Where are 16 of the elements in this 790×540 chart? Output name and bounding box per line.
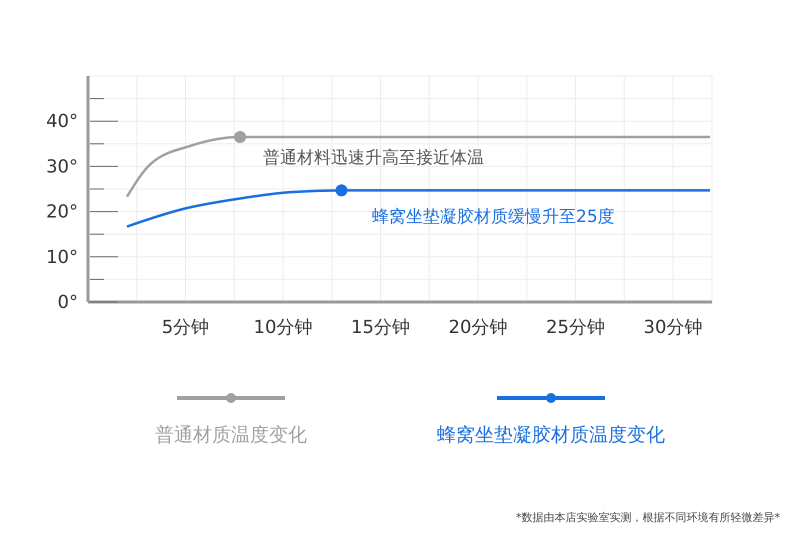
text: *数据由本店实验室实测，根据不同环境有所轻微差异*: [516, 510, 780, 525]
y-tick-label: 40°: [46, 111, 78, 132]
x-tick-label: 15分钟: [351, 316, 410, 338]
annotation: 蜂窝坐垫凝胶材质缓慢升至25度: [372, 206, 615, 228]
annotation: 普通材料迅速升高至接近体温: [263, 147, 484, 169]
y-tick-label: 0°: [58, 292, 78, 313]
x-tick-label: 10分钟: [254, 316, 312, 338]
x-tick-label: 30分钟: [644, 316, 702, 338]
y-tick-label: 30°: [46, 156, 78, 178]
legend-label: 普通材质温度变化: [155, 423, 307, 448]
x-tick-label: 25分钟: [546, 316, 605, 338]
x-tick-label: 20分钟: [448, 316, 508, 338]
y-tick-label: 10°: [46, 246, 78, 268]
x-tick-label: 5分钟: [162, 316, 210, 338]
y-tick-label: 20°: [46, 202, 78, 223]
legend-label: 蜂窝坐垫凝胶材质温度变化: [437, 423, 665, 448]
